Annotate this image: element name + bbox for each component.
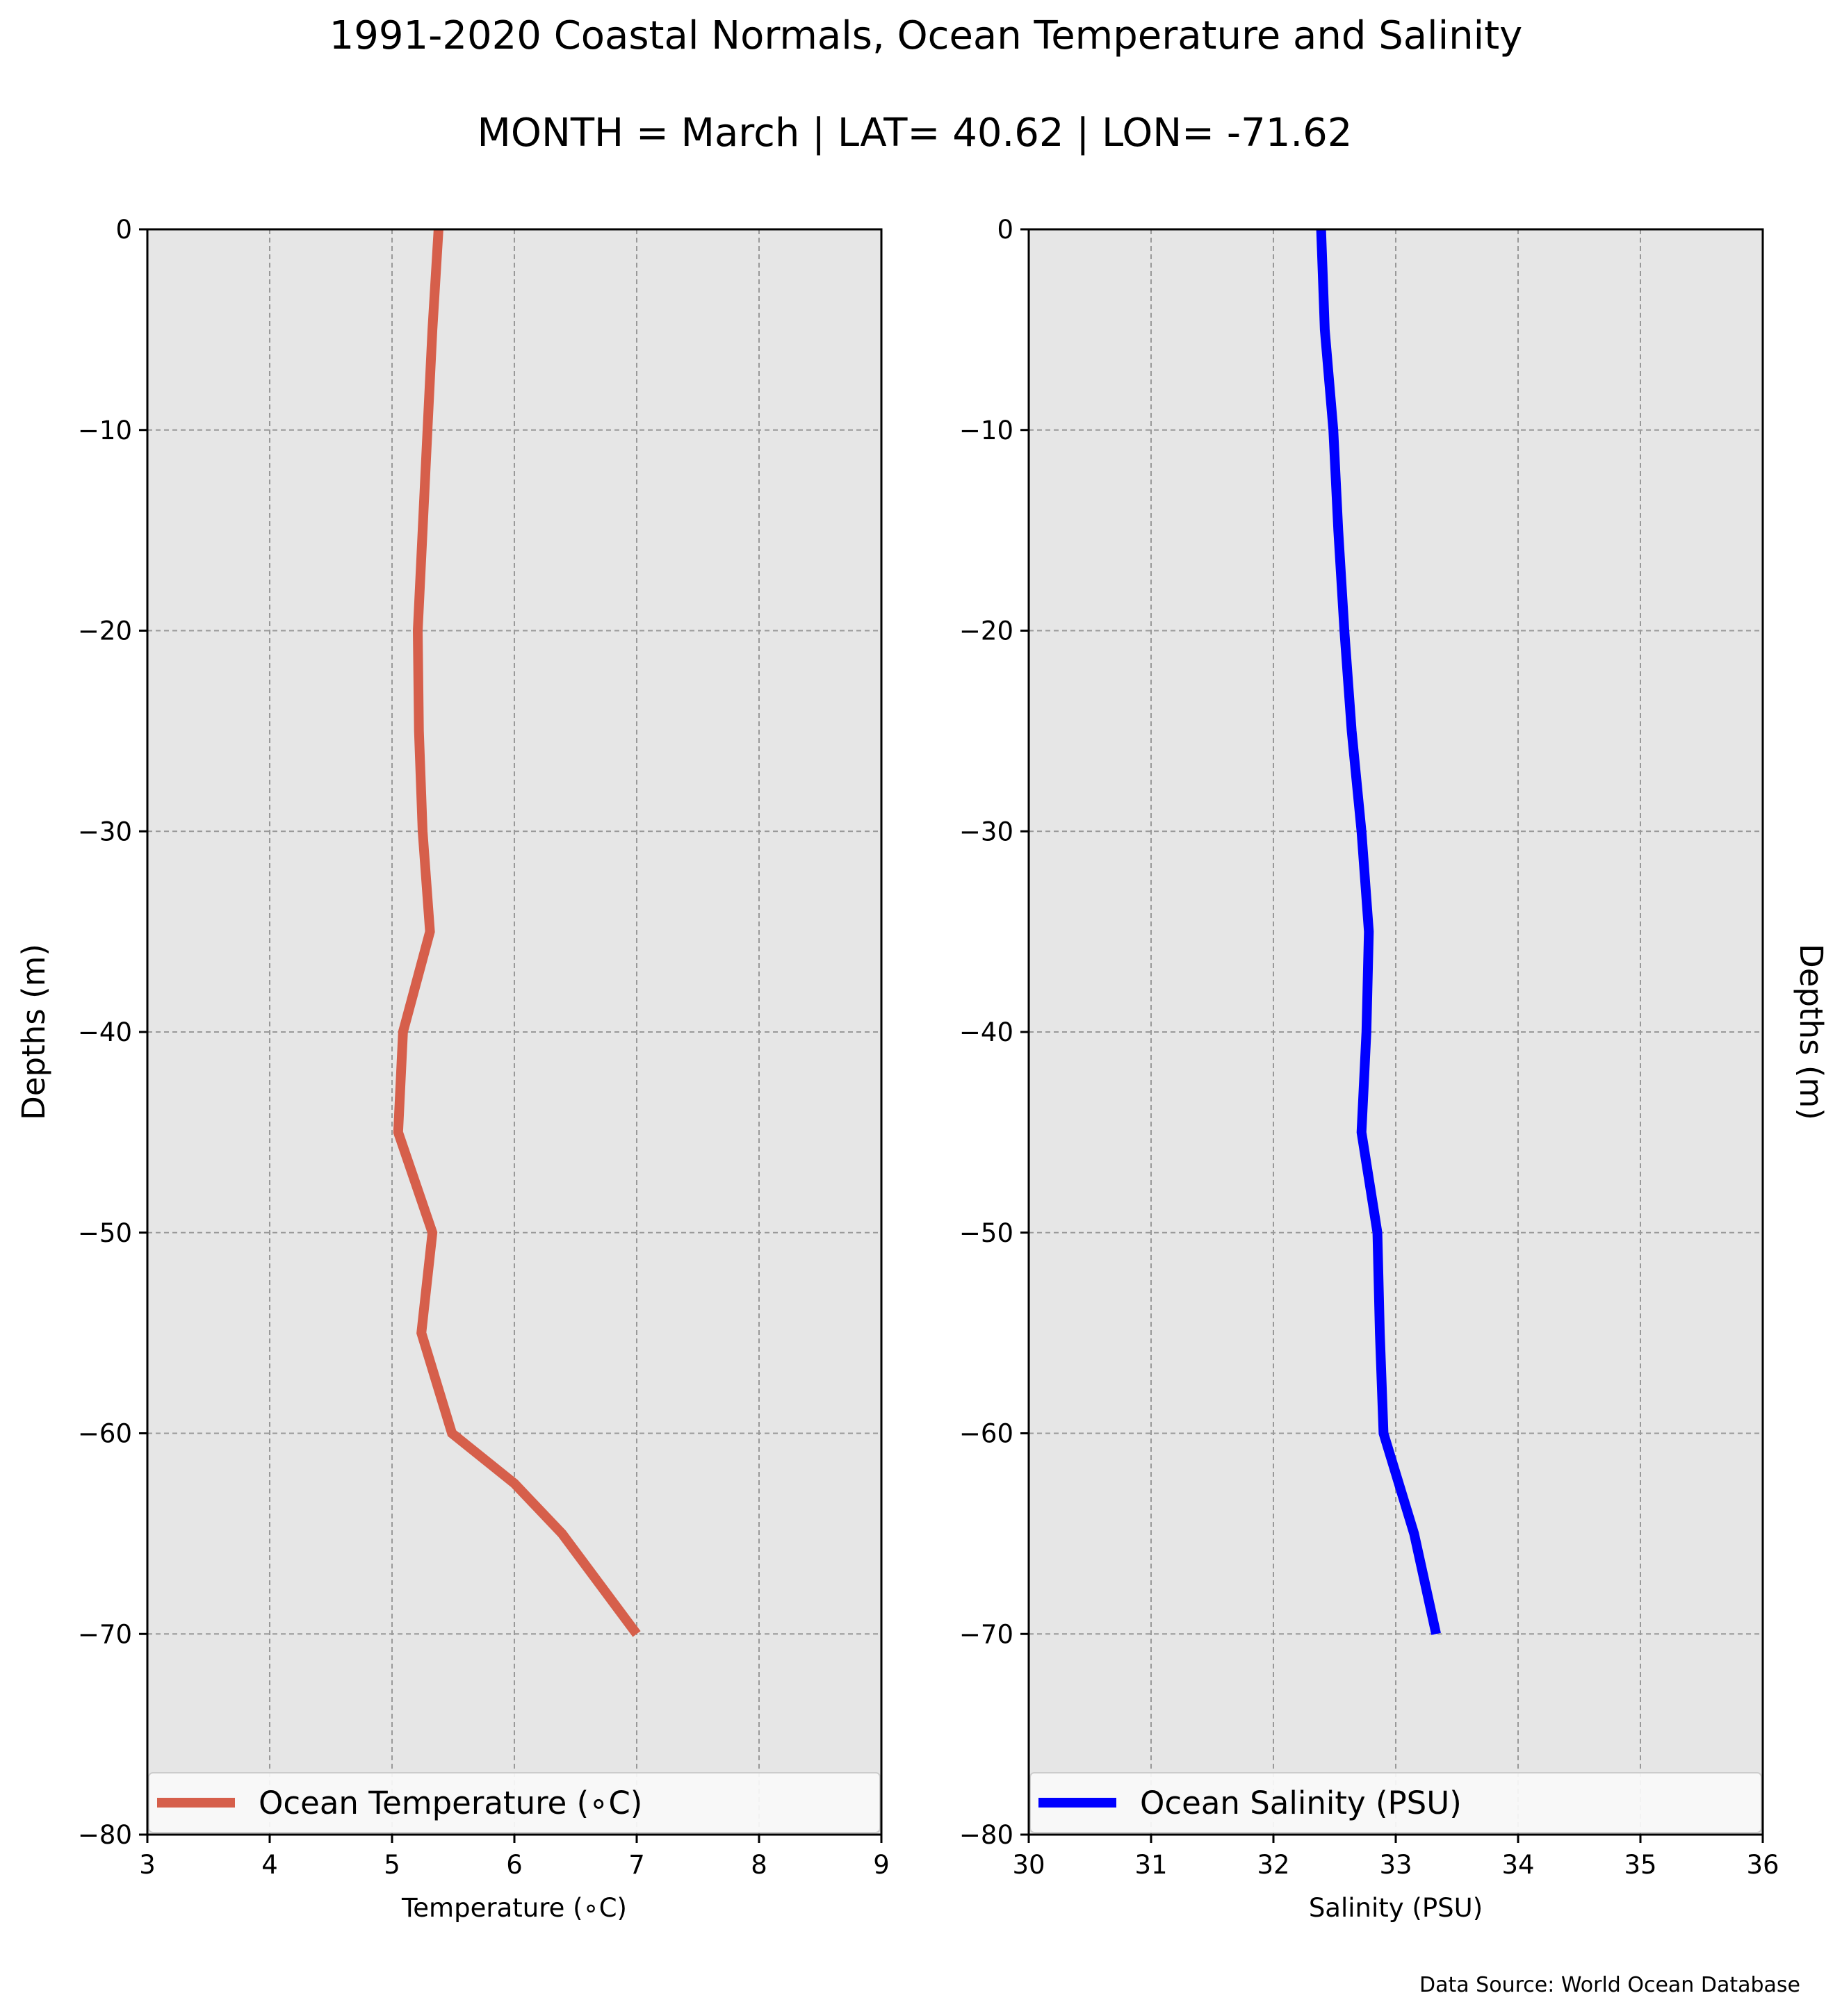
salinity-x-tick-label: 35 [1624, 1850, 1656, 1880]
temperature-panel: Ocean Temperature (∘C) 3 4 5 6 7 8 9 0 −10 −20 −3… [15, 215, 890, 1923]
salinity-y-tick-label: −40 [959, 1017, 1013, 1047]
salinity-legend: Ocean Salinity (PSU) [1029, 1772, 1762, 1833]
salinity-y-tick-label: −80 [959, 1820, 1013, 1850]
temperature-legend-box [148, 1772, 881, 1833]
data-source-note: Data Source: World Ocean Database [1419, 1973, 1800, 1997]
temperature-y-tick-label: 0 [115, 215, 132, 245]
salinity-y-ticks: 0 −10 −20 −30 −40 −50 −60 −70 −80 [959, 215, 1029, 1850]
temperature-y-tick-label: −80 [78, 1820, 132, 1850]
temperature-x-axis-label: Temperature (∘C) [401, 1893, 627, 1923]
salinity-x-tick-label: 33 [1379, 1850, 1412, 1880]
temperature-x-tick-label: 7 [628, 1850, 645, 1880]
temperature-x-tick-label: 6 [506, 1850, 523, 1880]
temperature-profile-line [393, 229, 641, 1637]
salinity-y-tick-label: −30 [959, 817, 1013, 846]
temperature-y-tick-label: −40 [78, 1017, 132, 1047]
chart-title: 1991-2020 Coastal Normals, Ocean Tempera… [329, 13, 1523, 58]
temperature-y-ticks: 0 −10 −20 −30 −40 −50 −60 −70 −80 [78, 215, 147, 1850]
salinity-y-tick-label: −10 [959, 416, 1013, 445]
temperature-x-tick-label: 8 [751, 1850, 767, 1880]
temperature-x-tick-label: 4 [261, 1850, 278, 1880]
temperature-y-tick-label: −30 [78, 817, 132, 846]
salinity-legend-box [1029, 1772, 1762, 1833]
salinity-x-ticks: 30 31 32 33 34 35 36 [1012, 1835, 1779, 1880]
temperature-x-tick-label: 3 [139, 1850, 156, 1880]
salinity-panel: Ocean Salinity (PSU) 30 31 32 33 34 35 36 0 −10… [959, 215, 1829, 1923]
salinity-y-tick-label: −50 [959, 1218, 1013, 1248]
salinity-x-tick-label: 36 [1746, 1850, 1779, 1880]
salinity-series [1316, 229, 1441, 1635]
salinity-y-tick-label: 0 [997, 215, 1013, 245]
salinity-legend-label: Ocean Salinity (PSU) [1140, 1785, 1462, 1821]
salinity-x-tick-label: 31 [1134, 1850, 1167, 1880]
salinity-y-tick-label: −60 [959, 1419, 1013, 1449]
temperature-legend: Ocean Temperature (∘C) [148, 1772, 881, 1833]
temperature-y-tick-label: −10 [78, 416, 132, 445]
salinity-x-tick-label: 32 [1257, 1850, 1289, 1880]
salinity-y-tick-label: −70 [959, 1619, 1013, 1649]
temperature-y-tick-label: −60 [78, 1419, 132, 1449]
salinity-profile-line [1316, 229, 1441, 1635]
temperature-legend-label: Ocean Temperature (∘C) [259, 1785, 642, 1821]
salinity-x-tick-label: 34 [1501, 1850, 1534, 1880]
temperature-y-axis-label: Depths (m) [15, 944, 52, 1120]
temperature-y-tick-label: −70 [78, 1619, 132, 1649]
chart-subtitle: MONTH = March | LAT= 40.62 | LON= -71.62 [478, 110, 1353, 156]
temperature-x-tick-label: 5 [384, 1850, 400, 1880]
temperature-x-ticks: 3 4 5 6 7 8 9 [139, 1835, 890, 1880]
salinity-x-tick-label: 30 [1012, 1850, 1045, 1880]
salinity-y-tick-label: −20 [959, 616, 1013, 646]
salinity-y-axis-label: Depths (m) [1793, 944, 1829, 1120]
temperature-x-tick-label: 9 [873, 1850, 890, 1880]
temperature-y-tick-label: −50 [78, 1218, 132, 1248]
salinity-x-axis-label: Salinity (PSU) [1309, 1893, 1483, 1923]
temperature-series [393, 229, 641, 1637]
temperature-y-tick-label: −20 [78, 616, 132, 646]
